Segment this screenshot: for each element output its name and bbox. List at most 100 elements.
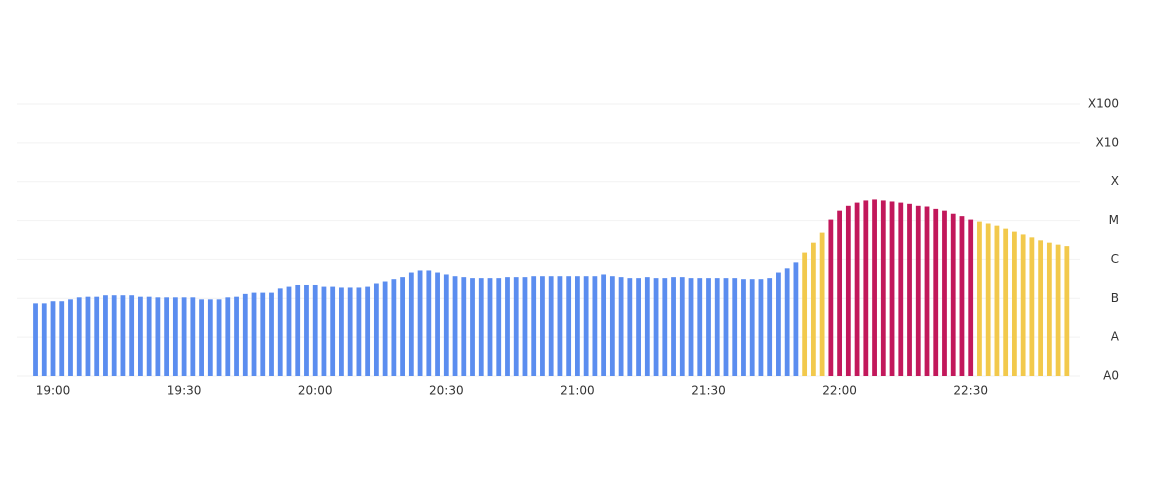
- bar: [898, 202, 904, 376]
- bar: [470, 278, 475, 376]
- bar: [400, 277, 405, 376]
- bar: [810, 242, 816, 376]
- x-tick-label: 22:30: [953, 384, 988, 398]
- bar: [199, 299, 204, 376]
- bar: [50, 301, 56, 376]
- bar: [146, 296, 152, 376]
- bar: [592, 276, 598, 376]
- y-tick-label: C: [1111, 252, 1119, 266]
- bar: [636, 278, 641, 376]
- bar: [181, 297, 187, 376]
- bar: [1038, 240, 1044, 376]
- bar: [968, 219, 974, 376]
- bar: [269, 292, 274, 376]
- bar: [1012, 231, 1017, 376]
- bar: [714, 278, 720, 376]
- bar: [942, 210, 947, 376]
- bar: [854, 202, 860, 376]
- bar: [802, 252, 808, 376]
- bar: [749, 279, 755, 376]
- bar: [120, 295, 126, 376]
- bar: [950, 213, 956, 376]
- bar: [478, 278, 484, 376]
- bar: [784, 268, 790, 376]
- bar: [627, 278, 633, 376]
- bar: [41, 303, 47, 376]
- bar: [129, 295, 135, 376]
- bar: [513, 277, 519, 376]
- bar: [540, 276, 545, 376]
- bar: [155, 297, 161, 376]
- bar: [653, 278, 659, 376]
- x-tick-label: 20:00: [298, 384, 333, 398]
- bar: [679, 277, 685, 376]
- bar: [295, 284, 301, 376]
- bar: [618, 277, 624, 376]
- bar: [94, 296, 100, 376]
- bar: [365, 286, 371, 376]
- bar: [557, 276, 563, 376]
- bar: [959, 216, 965, 376]
- bar: [356, 287, 362, 376]
- bar: [339, 287, 344, 376]
- bar: [1020, 234, 1026, 376]
- bar: [251, 292, 257, 376]
- x-tick-label: 22:00: [822, 384, 857, 398]
- bar: [373, 283, 379, 376]
- x-tick-label: 21:00: [560, 384, 595, 398]
- bar: [977, 221, 982, 376]
- y-tick-label: A0: [1103, 369, 1119, 383]
- bar: [242, 293, 248, 376]
- bar: [548, 276, 554, 376]
- x-tick-label: 19:30: [167, 384, 202, 398]
- bar: [164, 297, 170, 376]
- bar: [985, 223, 991, 376]
- bar: [225, 297, 231, 376]
- bar: [994, 225, 1000, 376]
- bar: [260, 292, 266, 376]
- y-tick-label: X100: [1088, 97, 1119, 111]
- bar: [837, 210, 842, 376]
- bar: [741, 279, 746, 376]
- bar: [417, 270, 423, 376]
- bar: [723, 278, 729, 376]
- bar: [522, 277, 528, 376]
- bar: [907, 203, 912, 376]
- bar: [644, 277, 650, 376]
- bar: [601, 274, 607, 376]
- bar: [924, 206, 930, 376]
- bar: [671, 277, 676, 376]
- bar: [216, 299, 222, 376]
- bar: [845, 205, 851, 376]
- bar: [706, 278, 711, 376]
- bar: [382, 281, 388, 376]
- y-tick-label: A: [1111, 330, 1120, 344]
- y-tick-label: X: [1111, 174, 1119, 188]
- bar: [1055, 244, 1061, 376]
- bar: [68, 299, 73, 376]
- bar: [321, 286, 327, 376]
- bar: [880, 200, 886, 376]
- bar: [487, 278, 493, 376]
- bar: [190, 297, 196, 376]
- bar: [609, 276, 615, 376]
- bar: [33, 303, 38, 376]
- bar: [767, 278, 773, 376]
- bar: [933, 208, 939, 376]
- bar: [1029, 237, 1035, 376]
- bar: [59, 301, 65, 376]
- bar: [452, 276, 458, 376]
- bar: [758, 279, 764, 376]
- bar: [443, 274, 449, 376]
- bar: [435, 272, 440, 376]
- bar: [688, 278, 694, 376]
- x-tick-label: 19:00: [36, 384, 71, 398]
- bar: [103, 295, 108, 376]
- bar: [304, 284, 309, 376]
- bar: [1003, 228, 1009, 376]
- bar: [286, 286, 292, 376]
- bar: [347, 287, 353, 376]
- bar: [330, 286, 336, 376]
- bar: [408, 272, 414, 376]
